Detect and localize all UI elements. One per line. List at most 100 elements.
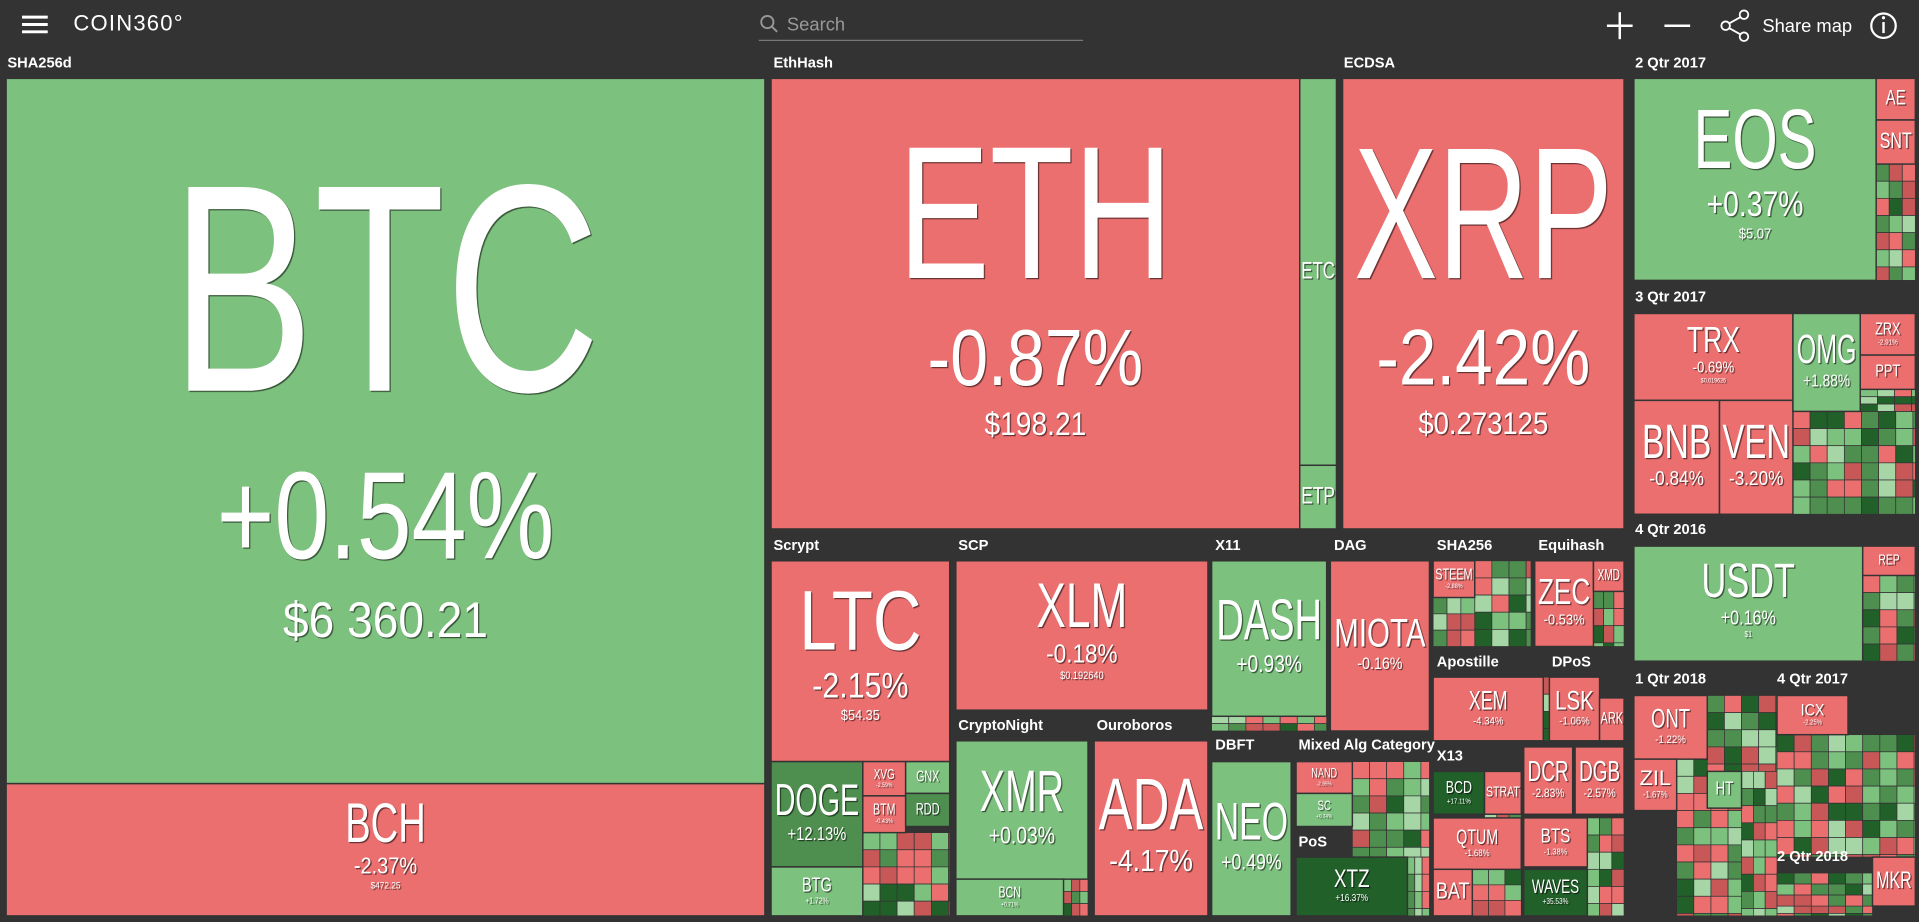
coin-tile[interactable]: ADA-4.17% xyxy=(1093,740,1209,917)
coin-tile[interactable]: LSK-1.06% xyxy=(1548,676,1601,742)
group-label: Equihash xyxy=(1538,538,1604,554)
coin-tile[interactable]: REP xyxy=(1861,545,1917,577)
filler-cell xyxy=(1211,715,1230,725)
coin-tile[interactable]: VEN-3.20% xyxy=(1718,399,1794,515)
filler-cell xyxy=(1758,729,1777,748)
filler-cell xyxy=(1414,908,1423,917)
coin-tile[interactable]: QTUM-1.68% xyxy=(1432,817,1522,871)
filler-cell xyxy=(1351,795,1370,814)
coin-tile[interactable]: ETP xyxy=(1298,464,1338,530)
group-label: ECDSA xyxy=(1344,56,1396,72)
filler-cell xyxy=(1403,795,1422,814)
filler-cell xyxy=(1793,820,1812,838)
coin-tile[interactable]: WAVES+35.53% xyxy=(1522,868,1589,917)
info-button[interactable] xyxy=(1870,12,1897,40)
coin-tile[interactable]: DASH+0.93% xyxy=(1210,560,1328,718)
coin-tile[interactable]: SC+0.74% xyxy=(1295,792,1354,828)
coin-tile[interactable]: DGB-2.57% xyxy=(1574,746,1625,815)
filler-cell xyxy=(1879,734,1898,753)
coin-tile[interactable]: XMD xyxy=(1592,560,1625,593)
filler-cell xyxy=(1403,829,1422,848)
coin-tile[interactable]: BCH-2.37%$472.25 xyxy=(5,782,766,917)
coin-tile[interactable]: HT xyxy=(1706,770,1743,809)
search-box[interactable]: Search xyxy=(758,14,1084,42)
filler-cell xyxy=(1843,496,1862,515)
coin-tile[interactable]: USDT+0.16%$1 xyxy=(1633,545,1864,662)
coin-tile[interactable]: ZEC-0.53% xyxy=(1533,560,1595,648)
menu-button[interactable] xyxy=(22,15,48,34)
treemap: SHA256d EthHash ECDSA 2 Qtr 2017 3 Qtr 2017 4… xyxy=(5,56,1917,917)
coin-tile[interactable]: LTC-2.15% $54.35 xyxy=(770,560,951,763)
coin-tile[interactable]: ONT-1.22% xyxy=(1633,694,1709,760)
coin-tile[interactable]: DCR-2.83% xyxy=(1522,746,1574,815)
coin-tile[interactable]: BTM-0.43% xyxy=(862,795,907,834)
coin-tile[interactable]: XMR+0.03% xyxy=(955,740,1089,880)
coin-tile[interactable]: XEM-4.34% xyxy=(1432,676,1545,742)
coin-tile[interactable]: MKR xyxy=(1871,856,1917,907)
coin-tile[interactable]: EOS+0.37% $5.07 xyxy=(1633,77,1877,282)
coin-tile[interactable]: STEEM-2.88% xyxy=(1432,560,1476,599)
coin-tile[interactable]: BCN+0.71% xyxy=(955,878,1065,917)
tile-bg xyxy=(5,77,766,785)
share-button[interactable]: Share map xyxy=(1720,9,1852,42)
coin-tile[interactable]: BTG+1.72% xyxy=(770,866,864,917)
coin-tile[interactable]: BAT xyxy=(1432,868,1474,917)
coin-tile[interactable]: XLM-0.18%$0.192640 xyxy=(955,560,1209,711)
filler-cell xyxy=(1764,873,1778,892)
coin-tile[interactable]: BTS-1.38% xyxy=(1522,817,1589,868)
coin-tile[interactable]: STRAT xyxy=(1483,770,1522,815)
coin-tile[interactable]: BCD+17.11% xyxy=(1432,770,1486,815)
coin-tile[interactable]: MIOTA-0.16% xyxy=(1329,560,1431,732)
coin-tile[interactable]: ZIL-1.67% xyxy=(1633,758,1678,812)
filler-cell xyxy=(1351,761,1370,780)
coin-change: -0.16% xyxy=(1357,654,1402,673)
coin-tile[interactable]: TRX-0.69%$0.019626 xyxy=(1633,312,1794,402)
coin-tile[interactable]: XRP-2.42%$0.273125 xyxy=(1341,77,1625,530)
zoom-in-button[interactable] xyxy=(1606,12,1633,40)
filler-cell xyxy=(1741,695,1760,713)
coin-tile[interactable]: DOGE+12.13% xyxy=(770,760,864,868)
filler-cell xyxy=(1901,215,1916,234)
coin-tile[interactable]: ZRX-2.91% xyxy=(1859,312,1917,356)
coin-tile[interactable]: BTC+0.54%$6 360.21 xyxy=(5,77,766,785)
coin-tile[interactable]: PPT xyxy=(1859,354,1917,391)
group-label: 2 Qtr 2018 xyxy=(1777,849,1848,865)
tile-bg xyxy=(1859,312,1917,356)
coin-tile[interactable]: ICX-2.25% xyxy=(1776,694,1849,736)
coin-tile[interactable]: GNX xyxy=(904,760,951,795)
filler-cell xyxy=(1828,751,1846,770)
filler-cell xyxy=(1877,403,1895,412)
group-label: DAG xyxy=(1334,538,1367,554)
coin-tile[interactable]: ETH-0.87% $198.21 xyxy=(770,77,1301,530)
coin-tile[interactable]: OMG+1.88% xyxy=(1792,312,1861,413)
coin-tile[interactable]: RDD xyxy=(904,792,951,828)
filler-cell xyxy=(1843,445,1862,464)
filler-cell xyxy=(1912,445,1916,464)
filler-cell xyxy=(1262,715,1281,725)
coin-symbol: DOGE xyxy=(775,776,859,825)
filler-cell xyxy=(1793,734,1812,753)
coin-tile[interactable]: NAND-2.95% xyxy=(1295,760,1354,795)
coin-tile[interactable]: SNT xyxy=(1875,119,1917,165)
share-label: Share map xyxy=(1762,15,1852,36)
coin-symbol: STEEM xyxy=(1435,566,1472,583)
coin-tile[interactable]: AE xyxy=(1875,77,1917,121)
coin-tile[interactable]: XTZ+16.37% xyxy=(1295,856,1409,917)
filler-cell xyxy=(1491,577,1510,596)
coin-change: -0.43% xyxy=(875,818,893,825)
filler-cell xyxy=(1862,626,1881,645)
coin-tile[interactable]: ARK xyxy=(1598,697,1625,742)
filler-cell xyxy=(1369,761,1387,780)
coin-tile[interactable]: BNB-0.84% xyxy=(1633,399,1721,515)
filler-cell xyxy=(1613,625,1625,644)
filler-cell xyxy=(1888,197,1903,216)
coin-symbol: AE xyxy=(1886,87,1906,110)
coin-symbol: GNX xyxy=(916,769,939,786)
filler-cell xyxy=(1776,872,1795,885)
coin-symbol: BNB xyxy=(1642,416,1711,469)
coin-tile[interactable]: ETC xyxy=(1298,77,1338,467)
coin-tile[interactable]: XVG-2.59% xyxy=(862,760,907,797)
filler-cell xyxy=(1896,575,1915,593)
coin-tile[interactable]: NEO+0.49% xyxy=(1210,760,1292,917)
logo[interactable]: COIN360° xyxy=(73,10,183,35)
